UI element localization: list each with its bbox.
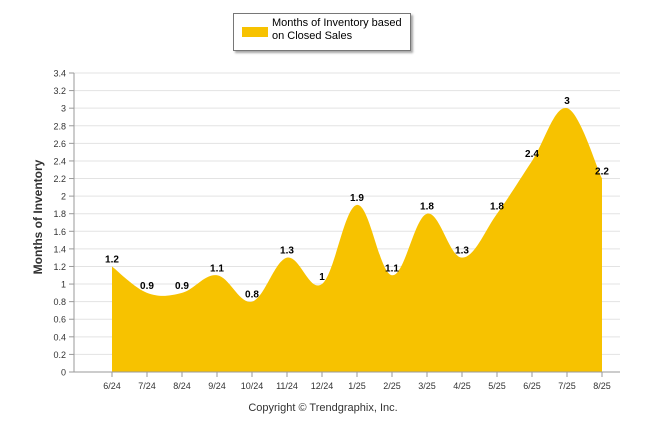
area-series-path (112, 108, 602, 372)
y-tick-label: 0.8 (53, 297, 66, 307)
y-tick-labels: 0 0.2 0.4 0.6 0.8 1 1.2 1.4 1.6 1.8 2 2.2 2.4 2.6 2.8 3… (53, 69, 66, 378)
y-tick-label: 1.8 (53, 209, 66, 219)
x-tick-label: 11/24 (276, 381, 298, 391)
data-label: 1.1 (385, 263, 399, 274)
x-tick-label: 4/25 (453, 381, 471, 391)
x-tick-labels: 6/24 7/24 8/24 9/24 10/24 11/24 12/24 1/25 2/25 3… (103, 381, 611, 391)
data-label: 1.2 (105, 254, 119, 265)
x-tick-label: 1/25 (348, 381, 366, 391)
data-label: 1.9 (350, 193, 364, 204)
data-label: 2.2 (595, 167, 609, 178)
data-label: 3 (564, 96, 570, 107)
x-tick-label: 3/25 (418, 381, 436, 391)
x-tick-label: 6/24 (103, 381, 121, 391)
legend-swatch (242, 27, 268, 37)
y-tick-label: 3.4 (53, 69, 66, 79)
y-tick-label: 1.4 (53, 244, 66, 254)
y-tick-label: 0.2 (53, 350, 66, 360)
data-label: 0.9 (140, 281, 154, 292)
x-tick-label: 2/25 (383, 381, 401, 391)
area-series (112, 108, 602, 372)
y-tick-label: 3.2 (53, 86, 66, 96)
data-label: 1.8 (420, 202, 434, 213)
y-tick-label: 2.6 (53, 139, 66, 149)
data-label: 0.9 (175, 281, 189, 292)
y-tick-label: 1 (61, 280, 66, 290)
y-axis-title: Months of Inventory (31, 159, 45, 274)
y-tick-label: 0.4 (53, 332, 66, 342)
x-tick-label: 10/24 (241, 381, 264, 391)
y-tick-label: 1.2 (53, 262, 66, 272)
y-tick-label: 3 (61, 104, 66, 114)
x-tick-label: 6/25 (523, 381, 541, 391)
data-label: 1.1 (210, 263, 224, 274)
data-label: 1.3 (280, 246, 294, 257)
y-tick-label: 0 (61, 368, 66, 378)
data-label: 1 (319, 272, 325, 283)
x-tick-label: 12/24 (311, 381, 334, 391)
x-tick-label: 8/25 (593, 381, 611, 391)
copyright-text: Copyright © Trendgraphix, Inc. (0, 402, 646, 414)
data-label: 0.8 (245, 290, 259, 301)
y-tick-label: 2.2 (53, 174, 66, 184)
legend: Months of Inventory based on Closed Sale… (233, 13, 411, 51)
x-tick-label: 7/25 (558, 381, 576, 391)
x-tick-label: 8/24 (173, 381, 191, 391)
legend-label: Months of Inventory based on Closed Sale… (272, 17, 408, 43)
x-tick-label: 7/24 (138, 381, 156, 391)
x-tick-label: 9/24 (208, 381, 226, 391)
y-tick-label: 2.4 (53, 156, 66, 166)
x-tick-label: 5/25 (488, 381, 506, 391)
data-label: 1.8 (490, 202, 504, 213)
y-tick-label: 2.8 (53, 121, 66, 131)
data-label: 2.4 (525, 149, 539, 160)
y-tick-label: 1.6 (53, 227, 66, 237)
y-tick-label: 0.6 (53, 315, 66, 325)
y-tick-label: 2 (61, 192, 66, 202)
data-label: 1.3 (455, 246, 469, 257)
